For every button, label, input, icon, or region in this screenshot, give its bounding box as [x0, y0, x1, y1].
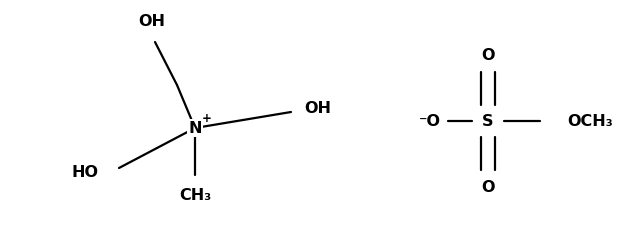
- Text: N: N: [188, 121, 202, 136]
- Text: +: +: [202, 112, 212, 124]
- Text: O: O: [481, 180, 495, 194]
- Text: CH₃: CH₃: [179, 188, 211, 202]
- Text: O: O: [481, 47, 495, 62]
- Text: ⁻O: ⁻O: [419, 113, 441, 129]
- Text: OCH₃: OCH₃: [567, 113, 613, 129]
- Text: OH: OH: [138, 15, 166, 29]
- Text: OH: OH: [305, 101, 332, 115]
- Text: S: S: [483, 113, 493, 129]
- Text: HO: HO: [72, 165, 99, 180]
